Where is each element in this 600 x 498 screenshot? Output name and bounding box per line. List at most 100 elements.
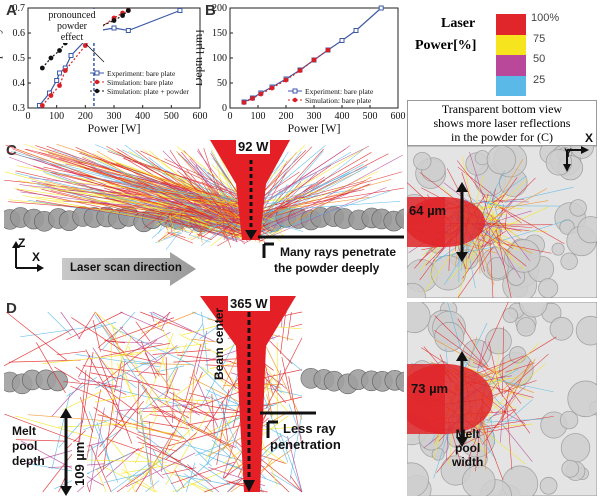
ray [90,201,249,225]
ray [140,311,192,332]
ray [498,158,524,199]
ray [150,403,236,448]
ray [104,473,145,483]
ray [58,478,66,493]
powder-particle [575,315,597,346]
ray [51,381,84,417]
bottom-view-d [407,302,597,496]
ray [145,399,200,476]
ray [160,311,170,331]
penetrating-ray [156,209,186,226]
ray [486,197,496,244]
ray [506,400,513,470]
less-ray-line2: penetration [270,437,341,452]
powder-particle [430,255,467,291]
x-tick-label: 500 [363,111,378,122]
ray [174,469,185,488]
ray [103,466,156,493]
x-tick-label: 400 [135,111,150,122]
ray [289,475,303,493]
axes-zx-icon [12,241,44,272]
penetrating-ray [199,222,214,232]
y-tick-label: 0.4 [13,78,26,89]
ray [98,356,133,444]
powder-particle [560,252,578,270]
ray [504,186,574,203]
ray [163,343,187,398]
ray [96,421,110,462]
beam-arrow-head [245,230,257,240]
ray [192,482,213,493]
ray [58,422,151,428]
powder-particle [407,462,429,496]
ray [265,337,303,409]
melt-pool-depth-line1: Melt [12,424,36,438]
y-axis-label: Depth [µm] [196,30,205,87]
ray [121,458,136,493]
ray [47,311,72,336]
melt-track [407,197,445,247]
ray [92,319,101,352]
ray [108,149,251,208]
ray [161,449,164,473]
powder-particle [507,239,541,273]
data-point [39,103,45,108]
width-value-d: 73 µm [411,381,449,396]
x-tick-label: 0 [228,111,233,122]
ray [493,237,513,259]
ray [221,400,229,442]
ray [115,361,126,429]
ray [135,428,198,477]
ray [123,157,236,224]
ray [482,411,507,445]
less-ray-bracket [260,411,316,438]
ray [78,311,96,340]
y-tick-label: 50 [217,78,227,89]
melt-pool-width-line3: width [452,455,484,469]
ray [141,414,152,485]
data-point [120,13,125,18]
legend-marker [94,79,100,85]
ray [44,173,244,240]
melt-pool-width-line1: Melt [455,427,480,441]
penetrating-ray [163,214,182,226]
ray [166,323,203,383]
ray [105,447,140,478]
depth-arrow-d [60,408,72,496]
ray [102,399,115,471]
ray [82,365,166,375]
width-arrow-bottom [456,437,468,447]
ray [260,178,392,217]
ray [94,311,127,337]
ray [121,468,158,493]
legend-label-50: 50 [533,53,546,65]
ray [206,184,240,212]
ray [172,462,246,493]
ray [175,404,194,432]
ray [80,429,122,457]
data-point [62,68,68,73]
data-point [177,8,183,13]
ray [155,319,179,354]
powder-particle [502,307,519,324]
legend-entry: Simulation: bare plate [288,96,372,105]
penetrating-ray [201,222,223,238]
penetrating-ray [208,223,232,228]
powder-particle [569,199,587,217]
axis-y-label-bottom: Y [564,146,573,160]
legend-marker [292,88,298,94]
ray [165,357,168,394]
penetrating-ray [230,229,245,245]
penetrating-ray [208,216,216,222]
powder-particle [577,216,597,244]
depth-value-d: 109 µm [72,441,87,486]
bottom-view-caption-line2: shows more laser reflections [433,116,571,130]
ray [95,346,179,389]
ray [197,150,246,214]
ray [152,349,211,355]
ray [495,423,534,428]
ray [204,477,244,493]
ray [4,328,74,367]
ray [491,188,497,202]
penetrating-ray [170,215,188,227]
